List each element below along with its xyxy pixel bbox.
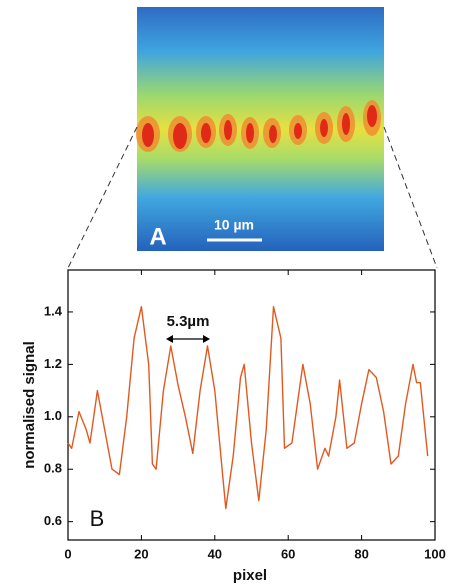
y-tick-label: 1.0 (44, 408, 62, 423)
annotation-arrow (166, 335, 210, 343)
x-tick-label: 40 (208, 546, 222, 561)
x-tick-label: 60 (281, 546, 295, 561)
x-tick-label: 0 (64, 546, 71, 561)
x-tick-label: 80 (354, 546, 368, 561)
x-tick-label: 20 (134, 546, 148, 561)
heatmap-image (136, 7, 384, 251)
panel-label: A (149, 223, 166, 250)
annotation: 5.3µm (167, 313, 210, 330)
y-tick-label: 1.2 (44, 356, 62, 371)
x-axis-label: pixel (233, 567, 267, 584)
plot-frame (67, 269, 436, 541)
zoom-lines (67, 126, 438, 269)
scale-bar-label: 10 µm (214, 217, 254, 233)
signal-line (67, 306, 429, 510)
y-axis-label: normalised signal (21, 341, 38, 469)
y-tick-label: 0.6 (44, 513, 62, 528)
x-tick-label: 100 (424, 546, 446, 561)
y-tick-label: 1.4 (44, 303, 63, 318)
y-tick-label: 0.8 (44, 461, 62, 476)
panel-label: B (90, 506, 105, 531)
